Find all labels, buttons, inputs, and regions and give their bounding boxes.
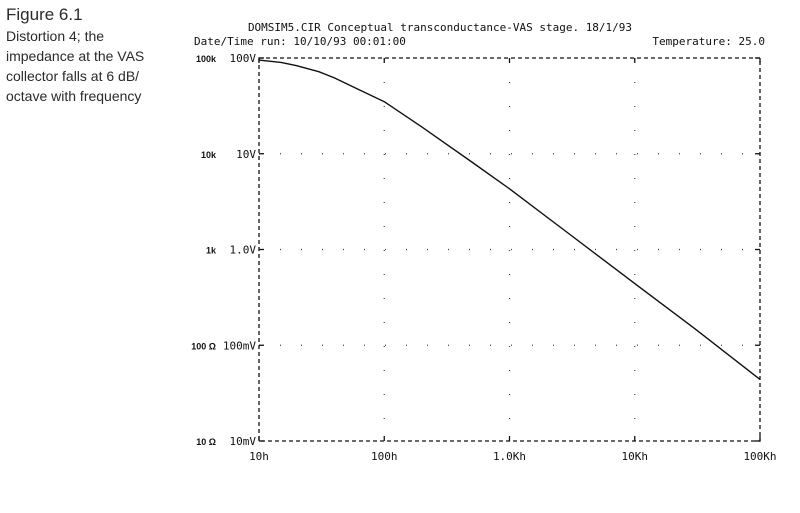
caption-line: octave with frequency bbox=[6, 88, 142, 104]
date-time-label: Date/Time run: 10/10/93 00:01:00 bbox=[194, 35, 406, 48]
plot-layer: 10h 100h 1.0Kh 10Kh 100Kh 100V 100k 10V 10k 1.0V 1… bbox=[191, 52, 776, 463]
x-tick-label: 1.0Kh bbox=[493, 450, 526, 463]
figure-label: Figure 6.1 bbox=[6, 5, 83, 24]
y-tick-label: 100V bbox=[230, 52, 257, 65]
caption-line: Distortion 4; the bbox=[6, 28, 105, 44]
caption-line: impedance at the VAS bbox=[6, 48, 145, 64]
y-tick-label: 100mV bbox=[223, 339, 256, 352]
caption-line: collector falls at 6 dB/ bbox=[6, 68, 140, 84]
y-tick-label: 1.0V bbox=[230, 244, 257, 257]
y-impedance-label: 10k bbox=[201, 150, 217, 160]
plot-frame bbox=[258, 57, 761, 442]
figure-caption: Figure 6.1 Distortion 4; the impedance a… bbox=[6, 4, 181, 106]
x-tick-label: 10Kh bbox=[622, 450, 649, 463]
y-tick-label: 10mV bbox=[230, 435, 257, 448]
y-impedance-label: 100k bbox=[196, 54, 217, 64]
temperature-label: Temperature: 25.0 bbox=[652, 35, 765, 48]
y-tick-label: 10V bbox=[236, 148, 256, 161]
chart-title: DOMSIM5.CIR Conceptual transconductance-… bbox=[248, 21, 632, 34]
x-tick-label: 10h bbox=[249, 450, 269, 463]
y-impedance-label: 1k bbox=[206, 246, 217, 256]
y-impedance-label: 10 Ω bbox=[196, 437, 216, 447]
x-tick-label: 100h bbox=[371, 450, 398, 463]
x-tick-label: 100Kh bbox=[743, 450, 776, 463]
y-impedance-label: 100 Ω bbox=[191, 341, 216, 351]
impedance-curve bbox=[258, 59, 761, 380]
